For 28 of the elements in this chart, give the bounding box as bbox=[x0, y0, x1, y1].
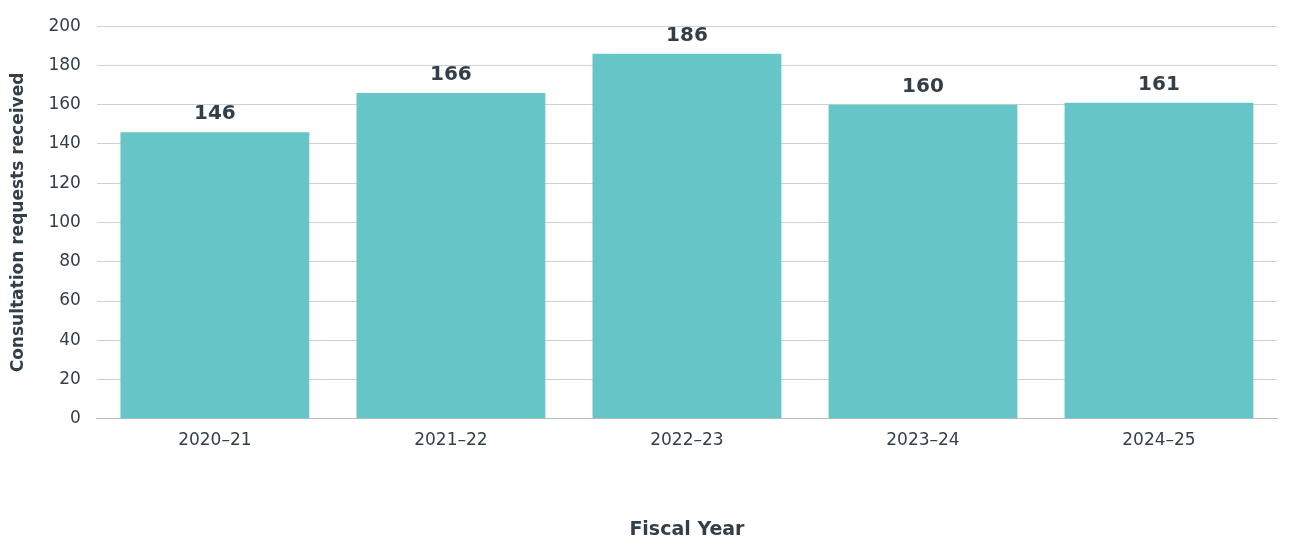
data-label: 186 bbox=[666, 21, 708, 46]
y-tick-label: 40 bbox=[59, 328, 81, 349]
y-tick-label: 20 bbox=[59, 367, 81, 388]
y-tick-label: 0 bbox=[70, 407, 81, 428]
data-label: 160 bbox=[902, 72, 944, 97]
y-tick-label: 140 bbox=[48, 132, 81, 153]
x-tick-label: 2020–21 bbox=[178, 429, 252, 450]
y-tick-label: 200 bbox=[48, 14, 81, 35]
y-tick-label: 80 bbox=[59, 250, 81, 271]
bar bbox=[828, 104, 1018, 419]
x-tick-label: 2021–22 bbox=[414, 429, 488, 450]
y-axis-title: Consultation requests received bbox=[6, 72, 27, 373]
y-tick-label: 100 bbox=[48, 210, 81, 231]
x-tick-label: 2023–24 bbox=[886, 429, 960, 450]
data-label: 166 bbox=[430, 61, 472, 86]
y-tick-label: 60 bbox=[59, 289, 81, 310]
x-tick-label: 2024–25 bbox=[1122, 429, 1196, 450]
data-label: 161 bbox=[1138, 70, 1180, 95]
y-tick-label: 120 bbox=[48, 171, 81, 192]
y-tick-label: 180 bbox=[48, 53, 81, 74]
x-axis-title: Fiscal Year bbox=[629, 516, 746, 539]
data-label: 146 bbox=[193, 100, 236, 125]
bar bbox=[592, 53, 782, 419]
x-tick-label: 2022–23 bbox=[650, 429, 724, 450]
bar bbox=[356, 92, 546, 419]
bar bbox=[1064, 102, 1254, 419]
y-tick-label: 160 bbox=[48, 93, 81, 114]
bar bbox=[120, 132, 310, 419]
